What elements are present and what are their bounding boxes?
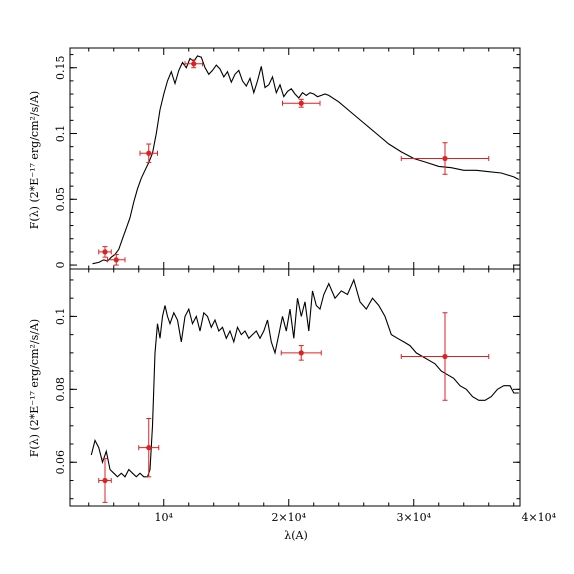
photometry-point <box>298 100 304 106</box>
x-tick-label: 4×10⁴ <box>521 511 556 524</box>
bottom-model-spectrum-line <box>90 278 519 478</box>
photometry-point <box>146 445 152 451</box>
bottom-panel: 0.06 0.08 0.1 10⁴ 2×10⁴ 3×10⁴ 4×10⁴ F(λ) (2*E… <box>28 268 557 542</box>
bottom-plot-frame <box>69 268 521 507</box>
x-axis-label: λ(A) <box>284 529 308 542</box>
photometry-point <box>191 61 197 67</box>
y-tick-label: 0.1 <box>54 125 67 143</box>
top-panel: 0 0.05 0.1 0.15 F(λ) (2*E⁻¹⁷ erg/cm²/s/A) <box>28 47 521 270</box>
top-model-spectrum-line <box>92 55 520 265</box>
photometry-point <box>146 150 152 156</box>
photometry-point <box>102 249 108 255</box>
top-y-tick-labels: 0 0.05 0.1 0.15 <box>54 55 67 268</box>
photometry-point <box>298 350 304 356</box>
top-y-axis-label: F(λ) (2*E⁻¹⁷ erg/cm²/s/A) <box>28 91 41 229</box>
bottom-y-axis-label: F(λ) (2*E⁻¹⁷ erg/cm²/s/A) <box>28 319 41 457</box>
y-tick-label: 0.15 <box>54 55 67 80</box>
bottom-y-tick-labels: 0.06 0.08 0.1 <box>54 308 67 475</box>
x-tick-label: 10⁴ <box>155 511 174 524</box>
photometry-point <box>113 257 119 263</box>
bottom-x-tick-labels: 10⁴ 2×10⁴ 3×10⁴ 4×10⁴ <box>155 511 557 524</box>
top-tick-marks <box>70 48 520 269</box>
y-tick-label: 0.08 <box>54 377 67 402</box>
photometry-point <box>442 155 448 162</box>
photometry-point <box>442 353 448 360</box>
photometry-point <box>102 477 108 484</box>
x-tick-label: 2×10⁴ <box>271 511 306 524</box>
top-photometry-points <box>98 59 490 266</box>
y-tick-label: 0.1 <box>54 308 67 326</box>
bottom-photometry-points <box>98 312 490 503</box>
y-tick-label: 0.06 <box>54 450 67 475</box>
y-tick-label: 0.05 <box>54 187 67 212</box>
x-tick-label: 3×10⁴ <box>396 511 431 524</box>
y-tick-label: 0 <box>54 262 67 269</box>
bottom-tick-marks <box>70 269 520 506</box>
